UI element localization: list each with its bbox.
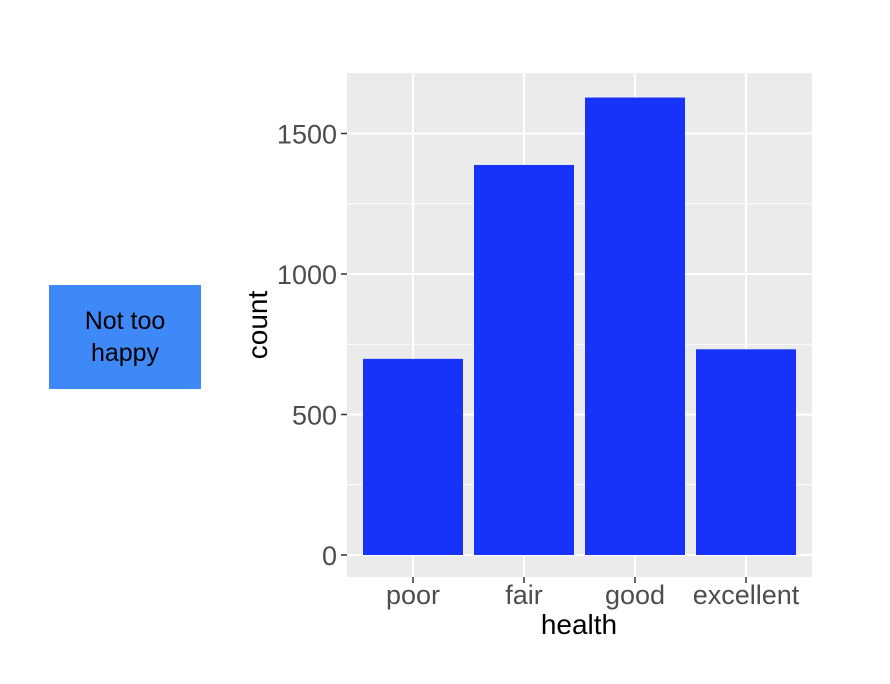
side-label-box: Not too happy	[49, 285, 201, 389]
x-tick-label: good	[605, 580, 665, 610]
side-label-text: Not too happy	[84, 307, 166, 367]
x-axis: poor fair good excellent	[386, 577, 800, 610]
y-axis-title: count	[242, 291, 273, 360]
bar-poor	[363, 358, 463, 555]
y-tick-label: 500	[292, 401, 337, 431]
y-axis: 0 500 1000 1500	[277, 120, 347, 571]
y-tick-label: 1500	[277, 120, 337, 150]
bar-good	[585, 97, 685, 556]
bar-excellent	[696, 349, 796, 555]
x-tick-label: excellent	[693, 580, 800, 610]
bar-fair	[474, 164, 574, 556]
x-tick-label: poor	[386, 580, 440, 610]
bars	[363, 97, 796, 556]
y-tick-label: 0	[322, 541, 337, 571]
y-tick-label: 1000	[277, 260, 337, 290]
x-tick-label: fair	[505, 580, 543, 610]
x-axis-title: health	[541, 609, 617, 640]
